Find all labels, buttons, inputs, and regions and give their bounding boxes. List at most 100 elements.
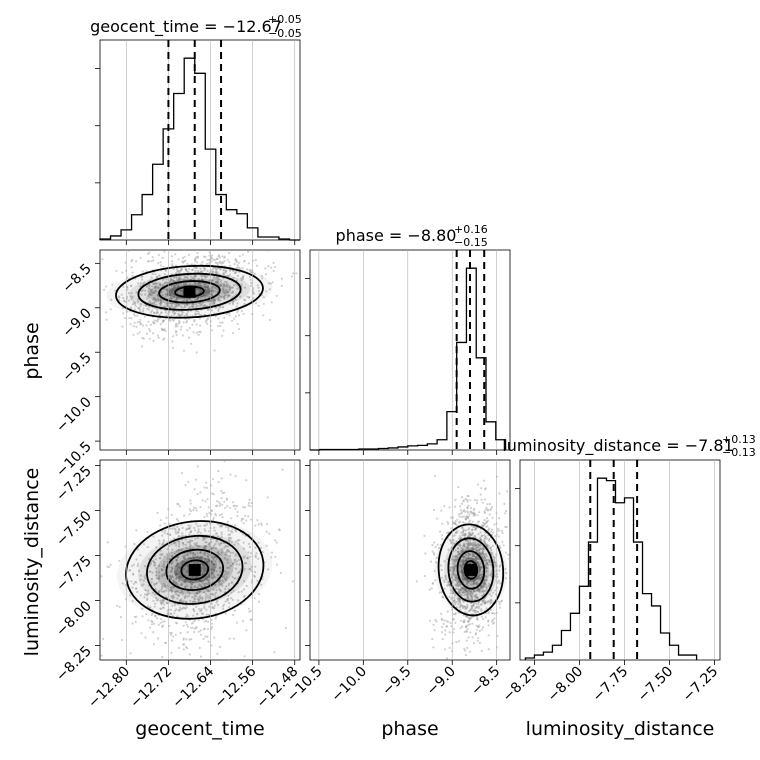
sample-point-21 xyxy=(459,545,462,548)
sample-point-21 xyxy=(462,591,465,594)
sample-point-10 xyxy=(192,304,195,307)
sample-point-10 xyxy=(254,302,258,305)
sample-point-10 xyxy=(236,302,239,305)
sample-point-10 xyxy=(196,261,199,264)
sample-point-10 xyxy=(151,302,154,305)
sample-point-21 xyxy=(481,552,484,555)
sample-point-10 xyxy=(208,279,211,282)
sample-point-20 xyxy=(207,553,210,556)
sample-point-20 xyxy=(212,558,215,561)
sample-point-20 xyxy=(214,512,217,516)
sample-point-20 xyxy=(166,560,169,563)
sample-point-10 xyxy=(216,290,219,293)
sample-point-10 xyxy=(153,322,156,325)
sample-point-10 xyxy=(201,270,204,273)
sample-point-20 xyxy=(253,574,256,577)
sample-point-20 xyxy=(193,593,197,596)
sample-point-20 xyxy=(178,541,181,545)
sample-point-10 xyxy=(172,289,175,292)
sample-point-20 xyxy=(214,565,217,569)
sample-point-21 xyxy=(479,567,482,570)
sample-point-20 xyxy=(214,546,217,550)
sample-point-10 xyxy=(234,259,237,262)
sample-point-20 xyxy=(242,506,245,509)
sample-point-20 xyxy=(210,509,213,512)
sample-point-20 xyxy=(185,613,188,616)
sample-point-20 xyxy=(235,540,238,543)
sample-point-21 xyxy=(506,490,509,493)
sample-point-10 xyxy=(208,300,211,303)
sample-point-20 xyxy=(170,543,173,546)
sample-point-10 xyxy=(161,278,164,282)
sample-point-10 xyxy=(215,306,218,309)
sample-point-10 xyxy=(166,289,169,292)
sample-point-20 xyxy=(170,631,173,635)
sample-point-10 xyxy=(129,227,131,229)
sample-point-20 xyxy=(158,564,161,567)
sample-point-21 xyxy=(445,657,449,660)
sample-point-21 xyxy=(450,516,453,519)
sample-point-10 xyxy=(171,290,174,293)
sample-point-21 xyxy=(467,494,470,498)
sample-point-21 xyxy=(472,546,475,549)
sample-point-20 xyxy=(159,524,162,527)
sample-point-21 xyxy=(468,541,472,544)
title-geocent-time-plus: +0.05 xyxy=(268,13,302,26)
sample-point-21 xyxy=(467,620,470,623)
sample-point-21 xyxy=(486,525,489,528)
hist-bar-luminosity_distance-1 xyxy=(534,655,543,660)
sample-point-20 xyxy=(200,579,203,582)
sample-point-20 xyxy=(162,539,165,542)
xtick-label-lumdist-1: −8.00 xyxy=(545,664,587,706)
sample-point-10 xyxy=(169,319,172,322)
sample-point-20 xyxy=(234,475,237,478)
sample-point-10 xyxy=(214,270,217,274)
sample-point-10 xyxy=(84,298,86,300)
sample-point-10 xyxy=(165,305,168,308)
sample-point-21 xyxy=(487,612,490,615)
sample-point-10 xyxy=(206,294,209,297)
sample-point-20 xyxy=(222,603,226,606)
sample-point-21 xyxy=(450,573,453,576)
sample-point-20 xyxy=(193,561,196,564)
sample-point-10 xyxy=(162,338,165,341)
sample-point-10 xyxy=(132,325,135,328)
sample-point-10 xyxy=(204,255,207,258)
sample-point-10 xyxy=(158,274,161,277)
sample-point-10 xyxy=(203,267,206,270)
sample-point-10 xyxy=(170,278,174,281)
sample-point-10 xyxy=(249,278,252,281)
sample-point-10 xyxy=(172,292,175,295)
sample-point-21 xyxy=(498,569,501,572)
sample-point-20 xyxy=(143,577,147,580)
sample-point-20 xyxy=(161,575,164,578)
sample-point-21 xyxy=(472,555,475,558)
sample-point-10 xyxy=(156,319,159,322)
sample-point-21 xyxy=(468,521,471,524)
sample-point-10 xyxy=(197,282,200,285)
sample-point-20 xyxy=(189,547,192,550)
sample-point-10 xyxy=(161,294,164,297)
sample-point-20 xyxy=(215,532,218,535)
sample-point-21 xyxy=(452,613,455,616)
sample-point-10 xyxy=(153,297,156,300)
ytick-label-lumdist-y-3: −8.00 xyxy=(53,598,95,640)
sample-point-20 xyxy=(165,602,168,605)
sample-point-20 xyxy=(201,573,204,576)
sample-point-20 xyxy=(161,624,164,627)
sample-point-20 xyxy=(132,573,135,576)
sample-point-10 xyxy=(222,306,225,309)
sample-point-20 xyxy=(261,551,264,554)
sample-point-20 xyxy=(231,531,234,534)
hist-bar-luminosity_distance-8 xyxy=(597,478,606,660)
sample-point-10 xyxy=(182,311,185,314)
sample-point-20 xyxy=(234,558,237,561)
sample-point-21 xyxy=(485,579,488,582)
sample-point-20 xyxy=(137,562,140,566)
sample-point-10 xyxy=(196,282,199,285)
sample-point-10 xyxy=(155,276,158,279)
sample-point-10 xyxy=(226,313,229,316)
sample-point-20 xyxy=(170,576,173,579)
sample-point-21 xyxy=(459,535,462,538)
sample-point-10 xyxy=(111,283,114,286)
